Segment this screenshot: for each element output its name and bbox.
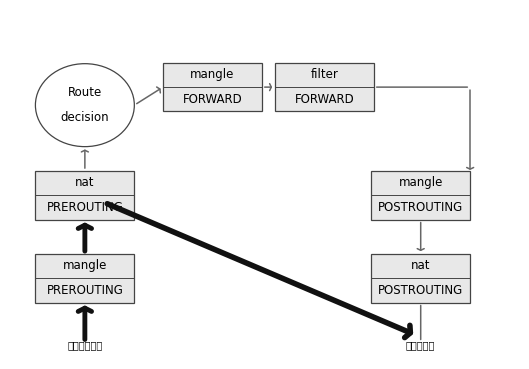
Text: 接收到数据包: 接收到数据包 [67,341,103,351]
Text: FORWARD: FORWARD [183,93,242,106]
Text: mangle: mangle [398,176,443,189]
FancyBboxPatch shape [35,254,134,303]
Text: nat: nat [75,176,95,189]
Text: POSTROUTING: POSTROUTING [378,284,463,297]
FancyBboxPatch shape [163,63,262,111]
FancyBboxPatch shape [371,171,470,220]
Text: FORWARD: FORWARD [295,93,354,106]
Text: decision: decision [60,111,109,124]
FancyBboxPatch shape [275,63,374,111]
Ellipse shape [35,64,134,146]
Text: 发送数据包: 发送数据包 [406,341,435,351]
Text: Route: Route [68,86,102,99]
Text: POSTROUTING: POSTROUTING [378,201,463,214]
Text: mangle: mangle [62,259,107,272]
FancyBboxPatch shape [35,171,134,220]
Text: nat: nat [411,259,431,272]
Text: PREROUTING: PREROUTING [47,284,123,297]
FancyBboxPatch shape [371,254,470,303]
Text: PREROUTING: PREROUTING [47,201,123,214]
Text: filter: filter [311,68,339,81]
Text: mangle: mangle [190,68,235,81]
